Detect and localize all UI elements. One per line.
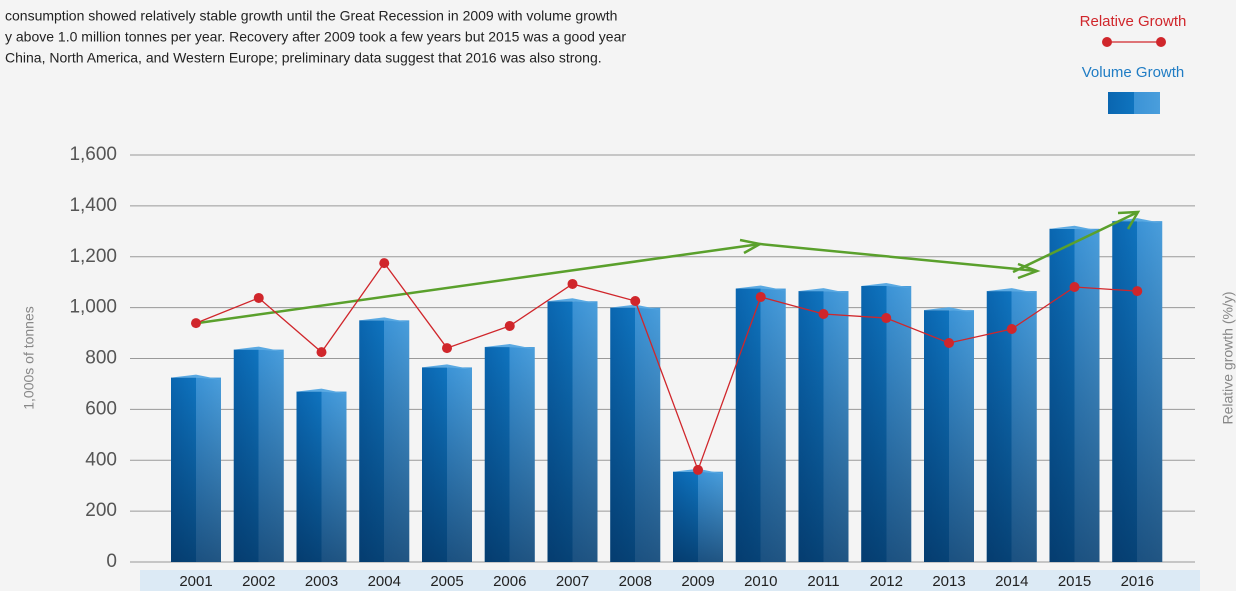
x-tick-label: 2012: [870, 573, 903, 590]
x-tick-label: 2009: [681, 573, 714, 590]
bar-top: [610, 304, 661, 310]
y2-axis-label: Relative growth (%/y): [1220, 291, 1236, 424]
bar-top: [986, 288, 1037, 294]
bar-shade: [233, 349, 284, 562]
x-tick-label: 2008: [619, 573, 652, 590]
point: [504, 320, 515, 331]
bar-top: [924, 307, 974, 313]
bar-shade: [1049, 228, 1100, 563]
point: [693, 464, 703, 475]
bar-top: [798, 288, 849, 294]
bar-top: [735, 285, 786, 291]
point: [1069, 282, 1080, 293]
point: [442, 343, 452, 354]
y-axis-label: 1,000s of tonnes: [21, 306, 37, 410]
y-tick-label: 600: [85, 398, 117, 419]
y-tick-label: 800: [85, 348, 117, 369]
x-tick-label: 2004: [368, 573, 401, 590]
description: y above 1.0 million tonnes per year. Rec…: [5, 29, 626, 45]
point: [818, 308, 829, 319]
point: [253, 292, 264, 303]
x-tick-label: 2010: [744, 573, 777, 590]
description: China, North America, and Western Europe…: [5, 50, 602, 66]
trend-arrow: [197, 242, 761, 325]
x-tick-label: 2015: [1058, 573, 1091, 590]
point: [944, 337, 954, 348]
point: [1132, 286, 1143, 297]
point: [1006, 323, 1017, 334]
point: [567, 278, 578, 289]
x-tick-label: 2001: [179, 573, 212, 590]
x-tick-label: 2011: [807, 573, 839, 590]
legend-label: Volume Growth: [1082, 64, 1185, 81]
x-tick-label: 2007: [556, 573, 589, 590]
point: [316, 347, 327, 358]
trend-arrow: [1012, 210, 1139, 274]
bar-shade: [296, 391, 347, 562]
bar-shade: [861, 286, 912, 562]
line: [195, 261, 1138, 472]
bar-top: [422, 364, 472, 370]
point: [191, 318, 201, 329]
bar-shade: [171, 377, 221, 562]
y-tick-label: 1,200: [69, 246, 117, 267]
bar-shade: [547, 301, 598, 562]
category-band: [140, 570, 1200, 591]
bar-top: [484, 344, 535, 350]
bar-shade: [359, 320, 410, 562]
x-tick-label: 2003: [305, 573, 338, 590]
legend-dot: [1156, 37, 1166, 47]
bar-shade: [735, 288, 786, 562]
x-tick-label: 2013: [932, 573, 965, 590]
bar-shade: [986, 291, 1037, 562]
bar-shade: [798, 291, 849, 562]
y-tick-label: 0: [106, 551, 117, 572]
x-tick-label: 2014: [995, 573, 1028, 590]
bar-shade: [422, 367, 472, 562]
x-tick-label: 2006: [493, 573, 526, 590]
bar-top: [861, 283, 912, 289]
bar-top: [1049, 225, 1100, 231]
bar-shade: [1112, 221, 1163, 562]
x-tick-label: 2005: [430, 573, 463, 590]
bar-top: [1112, 218, 1163, 224]
point: [630, 296, 641, 307]
bar-top: [296, 388, 347, 394]
point: [881, 313, 892, 324]
trend-arrow: [1117, 210, 1141, 230]
y-tick-label: 400: [85, 449, 117, 470]
legend-label: Relative Growth: [1080, 13, 1187, 30]
x-tick-label: 2016: [1121, 573, 1154, 590]
bar-top: [171, 374, 221, 380]
bar-shade: [924, 310, 974, 562]
bar-shade: [484, 347, 535, 562]
bar-shade: [673, 471, 723, 562]
y-tick-label: 200: [85, 500, 117, 521]
trend-arrow: [759, 242, 1038, 273]
bar-top: [359, 317, 410, 323]
bar-top: [547, 298, 598, 304]
y-tick-label: 1,600: [69, 144, 117, 165]
point: [379, 258, 390, 269]
legend-dot: [1102, 37, 1112, 47]
y-tick-label: 1,400: [69, 195, 117, 216]
bar-top: [233, 346, 284, 352]
bar-shade: [610, 307, 661, 562]
y-tick-label: 1,000: [69, 297, 117, 318]
description: consumption showed relatively stable gro…: [5, 8, 617, 24]
x-tick-label: 2002: [242, 573, 275, 590]
legend-swatch: [1108, 92, 1160, 114]
point: [755, 291, 766, 302]
